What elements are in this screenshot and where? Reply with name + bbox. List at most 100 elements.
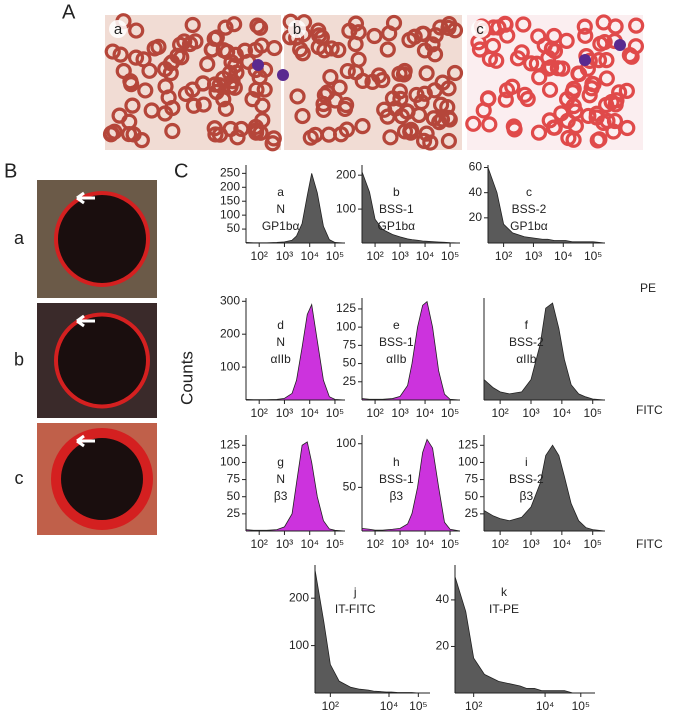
- annotation: c: [526, 185, 532, 199]
- red-cell: [497, 91, 514, 108]
- y-tick-label: 25: [227, 506, 241, 520]
- red-cell: [446, 64, 464, 82]
- red-cell: [223, 54, 240, 71]
- x-tick-label: 10⁴: [553, 406, 572, 420]
- red-cell: [588, 109, 605, 126]
- histogram-line: [454, 576, 595, 694]
- red-cell: [135, 51, 152, 68]
- image-label-bg: [109, 20, 127, 38]
- x-tick-label: 10⁵: [572, 699, 590, 713]
- red-cell: [558, 32, 575, 49]
- y-tick-label: 100: [220, 359, 240, 373]
- red-cell: [382, 129, 399, 146]
- red-cell: [347, 35, 364, 53]
- iris: [54, 312, 150, 409]
- x-tick-label: 10³: [391, 406, 408, 420]
- annotation: j: [353, 585, 357, 599]
- red-cell: [106, 123, 123, 140]
- red-cell: [576, 18, 593, 35]
- y-tick-label: 50: [465, 489, 479, 503]
- red-cell: [530, 124, 548, 141]
- annotation: IT-PE: [489, 602, 519, 616]
- red-cell: [416, 85, 433, 102]
- red-cell: [332, 126, 350, 143]
- image-label: a: [114, 21, 123, 38]
- area-fill: [362, 439, 460, 531]
- red-cell: [164, 122, 181, 140]
- red-cell: [424, 36, 441, 53]
- red-cell: [128, 22, 145, 39]
- red-cell: [618, 82, 635, 100]
- red-cell: [413, 94, 430, 111]
- red-cell: [289, 88, 306, 105]
- x-tick-label: 10⁴: [380, 699, 399, 713]
- y-tick-label: 125: [336, 301, 356, 315]
- platelet-cell: [614, 39, 626, 51]
- histogram-line: [361, 438, 461, 532]
- red-cell: [415, 25, 432, 42]
- red-cell: [515, 16, 532, 33]
- red-cell: [248, 81, 265, 98]
- red-cell: [418, 65, 435, 82]
- red-cell: [354, 72, 371, 90]
- iris: [51, 428, 153, 530]
- x-tick-label: 10²: [366, 406, 383, 420]
- red-cell: [244, 91, 261, 108]
- annotation: b: [393, 185, 400, 199]
- red-cell: [247, 118, 264, 136]
- annotation: BSS-1: [379, 202, 414, 216]
- red-cell: [519, 90, 536, 108]
- x-tick-label: 10³: [276, 249, 293, 263]
- red-cell: [206, 120, 223, 137]
- red-cell: [157, 61, 174, 78]
- red-cell: [384, 90, 402, 107]
- x-tick-label: 10²: [465, 699, 482, 713]
- red-cell: [137, 82, 154, 99]
- x-tick-label: 10²: [251, 406, 268, 420]
- row-label: FITC: [636, 403, 663, 417]
- x-tick-label: 10³: [522, 537, 539, 551]
- y-tick-label: 50: [343, 356, 357, 370]
- y-tick-label: 250: [220, 166, 240, 180]
- y-tick-label: 200: [336, 167, 356, 181]
- annotation: e: [393, 318, 400, 332]
- x-tick-label: 10³: [391, 249, 408, 263]
- x-tick-label: 10⁵: [409, 699, 427, 713]
- y-tick-label: 200: [220, 179, 240, 193]
- area-fill: [246, 304, 345, 400]
- red-cell: [434, 74, 451, 91]
- y-tick-label: 40: [436, 592, 450, 606]
- annotation: GP1bα: [377, 219, 415, 233]
- red-cell: [606, 112, 624, 130]
- annotation: β3: [390, 489, 404, 503]
- red-cell: [294, 107, 311, 125]
- y-tick-label: 300: [220, 293, 240, 307]
- red-cell: [253, 37, 270, 54]
- row-label: PE: [640, 281, 656, 295]
- x-tick-label: 10⁵: [441, 537, 459, 551]
- panel-label: A: [62, 1, 76, 23]
- x-tick-label: 10⁵: [326, 537, 344, 551]
- annotation: N: [276, 202, 285, 216]
- red-cell: [432, 19, 449, 36]
- x-tick-label: 10²: [322, 699, 339, 713]
- y-tick-label: 100: [220, 207, 240, 221]
- image-label-bg: [288, 20, 306, 38]
- red-cell: [623, 48, 640, 65]
- x-tick-label: 10⁵: [441, 249, 459, 263]
- x-tick-label: 10⁴: [416, 406, 435, 420]
- red-cell: [347, 15, 365, 32]
- y-tick-label: 20: [469, 210, 483, 224]
- red-cell: [169, 47, 186, 64]
- red-cell: [185, 97, 202, 114]
- red-cell: [479, 90, 497, 108]
- area-fill: [246, 173, 345, 243]
- red-cell: [545, 119, 562, 136]
- red-cell: [184, 16, 201, 34]
- red-cell: [541, 81, 559, 98]
- red-cell: [522, 55, 540, 72]
- red-cell: [536, 37, 553, 54]
- red-cell: [226, 16, 243, 33]
- red-cell: [465, 115, 482, 132]
